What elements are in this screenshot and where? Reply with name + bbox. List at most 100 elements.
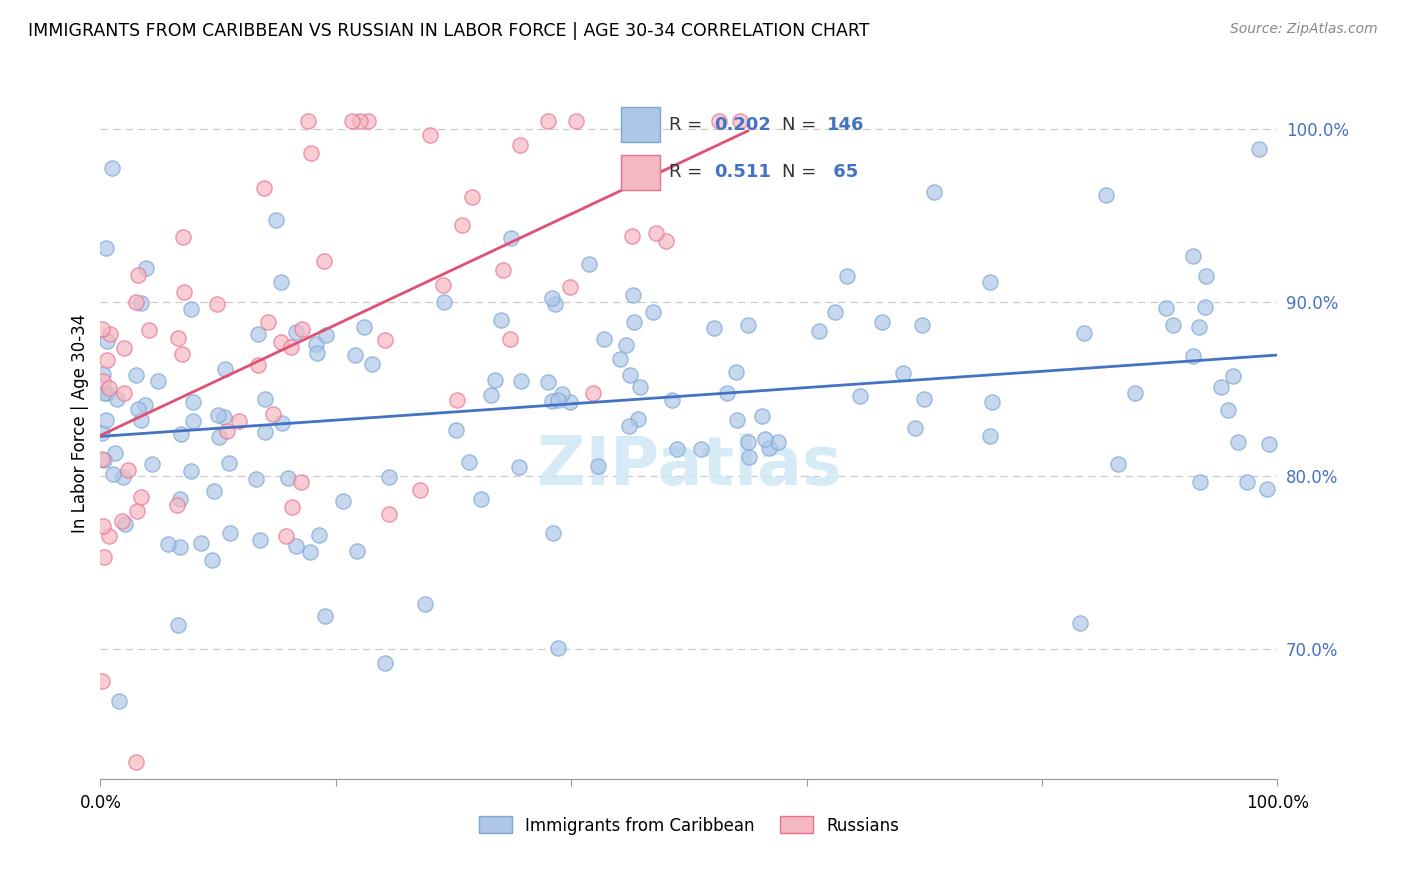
- Point: [90, 673, 112, 688]
- Point: [281, 500, 304, 514]
- Point: [1095, 187, 1118, 202]
- Point: [245, 473, 267, 487]
- Point: [1258, 437, 1281, 451]
- Point: [1161, 318, 1184, 332]
- Point: [127, 504, 149, 518]
- Point: [1181, 349, 1204, 363]
- Point: [1195, 269, 1218, 284]
- Point: [315, 327, 337, 342]
- Point: [616, 338, 638, 352]
- Point: [1227, 434, 1250, 449]
- Point: [716, 386, 738, 401]
- Point: [537, 113, 560, 128]
- Legend: Immigrants from Caribbean, Russians: Immigrants from Caribbean, Russians: [478, 816, 900, 835]
- Point: [218, 456, 240, 470]
- Point: [141, 458, 163, 472]
- Point: [835, 268, 858, 283]
- Point: [1256, 482, 1278, 496]
- Point: [592, 332, 614, 346]
- Point: [247, 359, 270, 373]
- Point: [479, 388, 502, 402]
- Point: [125, 368, 148, 382]
- Point: [305, 337, 328, 351]
- Point: [201, 552, 224, 566]
- Point: [169, 540, 191, 554]
- Point: [432, 278, 454, 293]
- Point: [297, 113, 319, 128]
- Point: [541, 526, 564, 541]
- Point: [101, 161, 124, 175]
- Point: [849, 389, 872, 403]
- Point: [433, 295, 456, 310]
- Point: [181, 414, 204, 428]
- Point: [131, 490, 153, 504]
- Point: [96, 385, 118, 400]
- Point: [285, 539, 308, 553]
- Point: [202, 483, 225, 498]
- Point: [249, 533, 271, 548]
- Point: [166, 498, 188, 512]
- Point: [98, 380, 121, 394]
- Point: [180, 301, 202, 316]
- Point: [172, 230, 194, 244]
- Point: [104, 446, 127, 460]
- Point: [129, 296, 152, 310]
- Point: [824, 304, 846, 318]
- Point: [125, 755, 148, 769]
- Point: [157, 537, 180, 551]
- Point: [537, 375, 560, 389]
- Point: [270, 417, 292, 431]
- Point: [90, 322, 112, 336]
- Point: [378, 469, 401, 483]
- Point: [374, 334, 396, 348]
- Point: [912, 392, 935, 407]
- Point: [117, 463, 139, 477]
- Point: [617, 419, 640, 434]
- Point: [262, 407, 284, 421]
- Point: [91, 519, 114, 533]
- Point: [90, 451, 112, 466]
- Point: [458, 455, 481, 469]
- Point: [623, 315, 645, 329]
- Point: [215, 424, 238, 438]
- Point: [172, 347, 194, 361]
- Point: [981, 395, 1004, 409]
- Point: [280, 341, 302, 355]
- Point: [665, 442, 688, 457]
- Point: [90, 426, 112, 441]
- Y-axis label: In Labor Force | Age 30-34: In Labor Force | Age 30-34: [72, 314, 89, 533]
- Point: [173, 285, 195, 299]
- Point: [97, 529, 120, 543]
- Point: [332, 494, 354, 508]
- Point: [541, 393, 564, 408]
- Point: [728, 113, 751, 128]
- Point: [264, 213, 287, 227]
- Point: [547, 393, 569, 408]
- Point: [1247, 142, 1270, 156]
- Text: IMMIGRANTS FROM CARIBBEAN VS RUSSIAN IN LABOR FORCE | AGE 30-34 CORRELATION CHAR: IMMIGRANTS FROM CARIBBEAN VS RUSSIAN IN …: [28, 22, 870, 40]
- Point: [979, 428, 1001, 442]
- Point: [270, 276, 292, 290]
- Point: [508, 460, 530, 475]
- Point: [558, 279, 581, 293]
- Point: [1194, 300, 1216, 314]
- Point: [91, 374, 114, 388]
- Point: [491, 263, 513, 277]
- Point: [808, 324, 831, 338]
- Point: [766, 434, 789, 449]
- Point: [544, 297, 567, 311]
- Point: [1123, 386, 1146, 401]
- Point: [96, 352, 118, 367]
- Point: [1211, 380, 1233, 394]
- Point: [378, 508, 401, 522]
- Point: [93, 385, 115, 400]
- Point: [314, 609, 336, 624]
- Point: [609, 352, 631, 367]
- Point: [228, 414, 250, 428]
- Text: Source: ZipAtlas.com: Source: ZipAtlas.com: [1230, 22, 1378, 37]
- Point: [655, 234, 678, 248]
- Point: [93, 550, 115, 565]
- Point: [547, 640, 569, 655]
- Point: [374, 656, 396, 670]
- Point: [114, 517, 136, 532]
